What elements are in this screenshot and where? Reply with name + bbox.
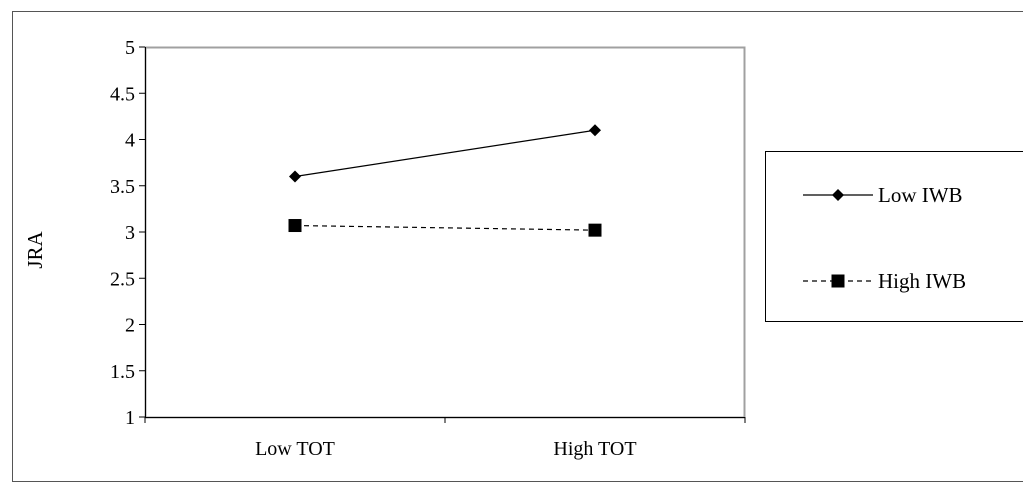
x-axis-ticks: Low TOT High TOT <box>145 417 745 460</box>
legend-label: High IWB <box>878 269 966 293</box>
y-tick-label: 1 <box>125 407 135 429</box>
plot-area-frame <box>146 48 745 418</box>
legend-marker-square <box>832 275 845 288</box>
y-tick-label: 3 <box>125 222 135 244</box>
y-axis-title: JRA <box>23 231 47 269</box>
data-point-diamond <box>589 124 601 136</box>
series-line-low-iwb <box>295 130 595 176</box>
y-tick-label: 2.5 <box>110 268 135 290</box>
y-tick-label: 3.5 <box>110 176 135 198</box>
data-point-square <box>289 219 302 232</box>
y-tick-label: 2 <box>125 315 135 337</box>
legend-box <box>766 152 1023 322</box>
x-tick-label: High TOT <box>553 438 636 460</box>
y-tick-label: 5 <box>125 37 135 59</box>
data-point-square <box>589 224 602 237</box>
y-tick-label: 4.5 <box>110 83 135 105</box>
y-tick-label: 4 <box>125 130 135 152</box>
y-tick-label: 1.5 <box>110 361 135 383</box>
y-axis-ticks: 1 1.5 2 2.5 3 3.5 4 4.5 5 <box>110 37 145 429</box>
series-line-high-iwb <box>295 226 595 231</box>
legend-label: Low IWB <box>878 183 963 207</box>
series-layer <box>289 124 602 236</box>
legend: Low IWB High IWB <box>766 152 1023 322</box>
x-tick-label: Low TOT <box>255 438 335 460</box>
data-point-diamond <box>289 171 301 183</box>
